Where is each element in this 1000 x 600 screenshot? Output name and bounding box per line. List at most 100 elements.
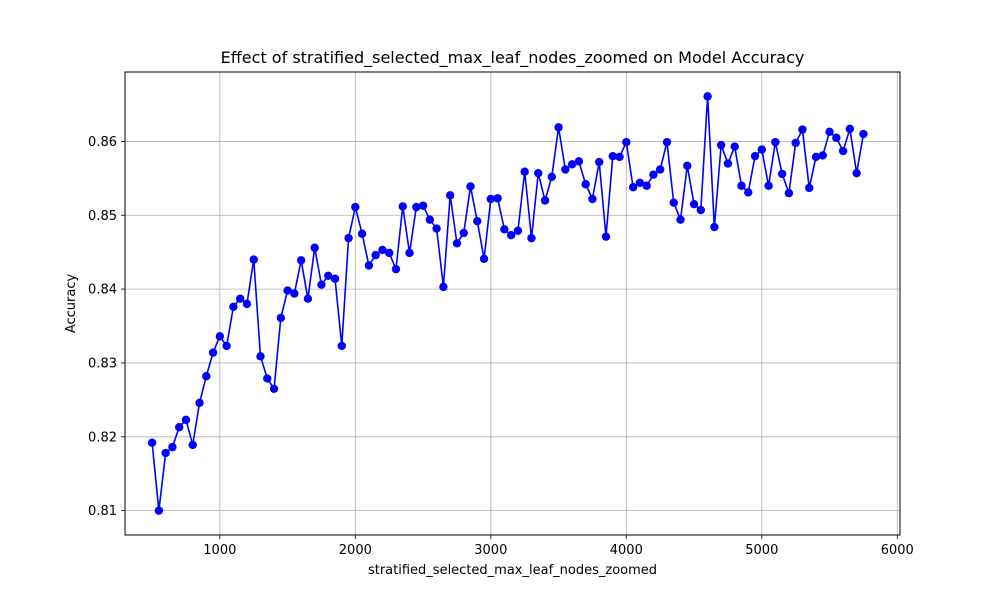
data-point [561,165,570,174]
data-point [513,226,523,235]
data-point [425,215,435,224]
data-point [777,169,787,179]
data-point [649,170,658,179]
data-point [452,239,462,248]
data-point [317,280,326,289]
data-point [486,194,496,204]
data-point [595,157,604,167]
y-tick-label: 0.82 [88,430,117,445]
data-point [689,199,699,209]
data-point [310,243,319,252]
plot-area-frame [124,71,901,536]
data-point [764,181,773,190]
data-point [601,232,611,241]
data-point [181,415,191,425]
y-axis-ticks: 0.81 0.82 0.83 0.84 0.85 0.86 [88,135,125,519]
data-point [798,125,807,134]
data-point [506,230,516,240]
data-point [805,183,814,193]
data-point [832,133,841,142]
data-point [290,289,299,298]
data-point [161,448,170,458]
data-point [432,224,441,233]
data-point [296,256,306,265]
data-point [581,180,590,189]
data-point [242,299,252,309]
data-point [256,352,265,361]
data-point [364,261,374,270]
data-point [838,146,848,156]
data-point [344,233,353,243]
data-point [357,229,367,238]
data-point [845,124,855,134]
data-point [418,201,428,210]
data-point [696,205,706,215]
x-tick-label: 6000 [881,543,914,558]
data-point [405,248,414,258]
x-tick-label: 4000 [610,543,643,558]
data-point [479,254,489,264]
data-point [154,506,164,515]
data-point [676,215,685,224]
data-point [662,137,672,147]
data-point [635,178,645,187]
y-tick-label: 0.85 [88,209,117,224]
data-point [811,152,821,162]
data-point [622,137,631,147]
data-point [540,196,550,205]
data-point [723,159,733,168]
x-tick-label: 2000 [339,543,372,558]
data-point [351,202,360,212]
data-point [202,372,211,381]
data-point [669,198,678,207]
data-point [554,123,563,132]
data-point [710,222,719,232]
y-tick-label: 0.84 [88,283,117,298]
data-point [459,228,468,238]
x-tick-label: 5000 [745,543,778,558]
data-point [235,294,245,303]
data-point [750,151,760,161]
data-point [534,168,543,178]
data-point [615,152,624,162]
data-point [757,145,767,154]
data-point [683,161,692,170]
data-point [608,151,617,161]
data-point [269,384,279,393]
data-point [527,233,536,243]
data-point [249,255,258,264]
data-point [385,248,394,258]
data-points-layer [147,92,868,515]
data-point [303,294,313,303]
data-point [493,194,502,203]
data-point [716,140,726,150]
x-tick-label: 1000 [203,543,236,558]
series-line-layer [151,95,865,512]
data-point [784,188,794,198]
y-tick-label: 0.81 [88,504,117,519]
data-point [398,202,407,211]
data-point [500,225,509,234]
data-point [655,165,665,174]
data-point [208,348,218,357]
x-tick-label: 3000 [474,543,507,558]
data-point [825,127,834,137]
data-point [567,160,577,169]
data-point [574,157,584,166]
data-point [473,216,482,226]
data-point [791,138,800,148]
data-point [859,129,868,139]
data-point [588,194,597,204]
data-point [439,282,448,292]
data-point [147,438,157,447]
grid-lines [125,72,900,535]
data-point [215,332,225,341]
data-point [703,92,712,101]
y-axis-label: Accuracy [64,274,79,334]
data-point [628,182,638,192]
data-point [520,167,529,176]
data-point [195,398,204,408]
